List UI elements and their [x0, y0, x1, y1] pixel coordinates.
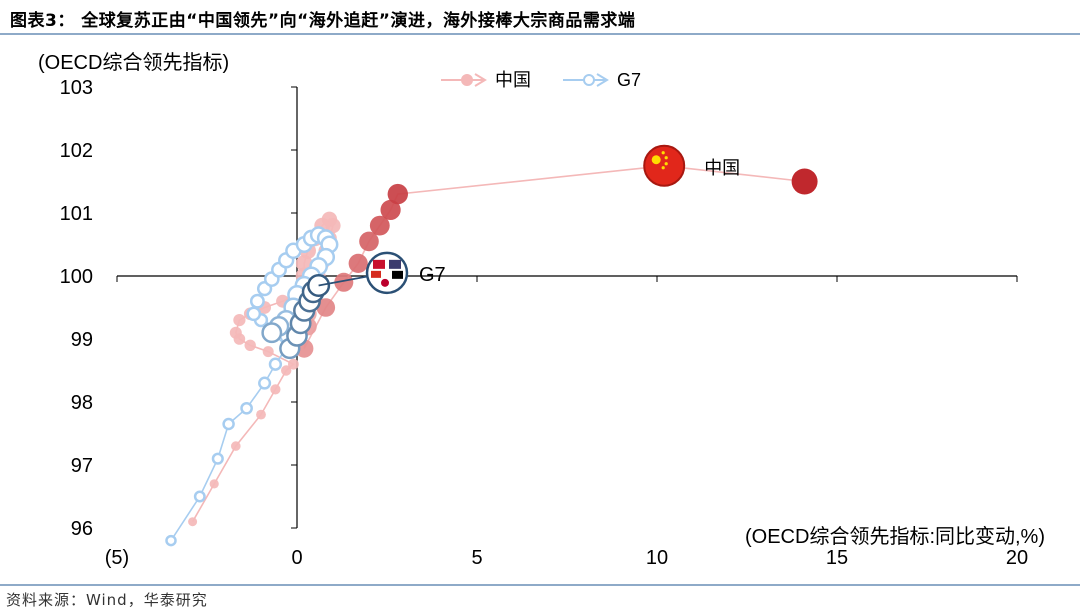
- footer-rule: [0, 584, 1080, 586]
- canada-flag-icon: [371, 270, 381, 278]
- china-point: [359, 231, 379, 252]
- legend-label: 中国: [495, 70, 531, 90]
- chart-header: 图表3： 全球复苏正由“中国领先”向“海外追赶”演进，海外接棒大宗商品需求端: [10, 11, 636, 31]
- y-tick-label: 102: [60, 140, 93, 162]
- flag-star-icon: [664, 156, 668, 160]
- g7-point: [165, 534, 177, 547]
- x-tick-label: 15: [826, 547, 848, 569]
- legend-label: G7: [617, 70, 641, 90]
- china-point: [233, 314, 246, 327]
- flag-star-icon: [661, 151, 665, 155]
- y-tick-label: 103: [60, 77, 93, 99]
- germany-flag-icon: [392, 270, 403, 279]
- g7-point: [261, 322, 283, 344]
- flag-star-icon: [664, 162, 668, 166]
- header-rule: [0, 33, 1080, 35]
- g7-point: [246, 306, 262, 322]
- y-tick-label: 96: [71, 518, 93, 540]
- legend-arrow: [474, 73, 487, 87]
- china-latest-point: [791, 168, 818, 195]
- uk-flag-icon: [373, 259, 385, 269]
- y-tick-label: 100: [60, 266, 93, 288]
- g7-point: [211, 452, 224, 465]
- x-tick-label: 10: [646, 547, 668, 569]
- x-tick-label: 20: [1006, 547, 1028, 569]
- g7-point: [268, 357, 283, 371]
- china-point: [380, 199, 401, 220]
- y-axis-title: (OECD综合领先指标): [38, 51, 229, 74]
- us-flag-icon: [389, 259, 401, 269]
- g7-point: [193, 490, 206, 503]
- x-tick-label: 5: [471, 547, 482, 569]
- x-tick-label: 0: [291, 547, 302, 569]
- x-axis-title: (OECD综合领先指标:同比变动,%): [745, 525, 1045, 548]
- y-tick-label: 98: [71, 392, 93, 414]
- legend-marker: [461, 74, 473, 86]
- source-note: 资料来源：Wind，华泰研究: [6, 591, 208, 609]
- china-point: [387, 183, 408, 205]
- g7-point: [258, 376, 272, 390]
- china-point: [262, 346, 274, 358]
- china-point: [369, 215, 390, 236]
- china-point: [334, 272, 354, 292]
- china-point: [229, 326, 242, 339]
- text-labels: (5) 0 5 10 15 20 96 97 98 99 100 101 102 103 (OECD综合领先…: [38, 51, 1045, 569]
- china-point: [256, 409, 266, 420]
- g7-point: [307, 273, 331, 298]
- g7-annotation: G7: [419, 264, 446, 286]
- china-point: [244, 339, 256, 351]
- g7-point: [249, 293, 265, 309]
- endpoint-markers: [318, 144, 818, 295]
- scatter-chart: (5) 0 5 10 15 20 96 97 98 99 100 101 102 103 (OECD综合领先…: [38, 51, 1045, 569]
- flag-star-icon: [661, 166, 665, 170]
- china-point: [231, 441, 241, 451]
- data-points: [165, 155, 675, 547]
- japan-flag-icon: [381, 278, 389, 287]
- x-tick-label: (5): [105, 547, 129, 569]
- china-point: [348, 253, 368, 273]
- legend-arrow: [596, 73, 609, 87]
- y-tick-label: 97: [71, 455, 93, 477]
- legend-marker: [583, 74, 595, 86]
- china-point: [288, 358, 299, 370]
- y-tick-label: 101: [60, 203, 93, 225]
- china-point: [281, 365, 292, 376]
- china-point: [188, 517, 198, 527]
- flag-star-icon: [651, 155, 661, 165]
- china-annotation: 中国: [704, 158, 740, 178]
- china-point: [209, 479, 219, 489]
- china-point: [316, 298, 336, 317]
- y-tick-label: 99: [71, 329, 93, 351]
- g7-point: [240, 401, 253, 415]
- g7-point: [222, 417, 235, 431]
- china-point: [270, 384, 281, 395]
